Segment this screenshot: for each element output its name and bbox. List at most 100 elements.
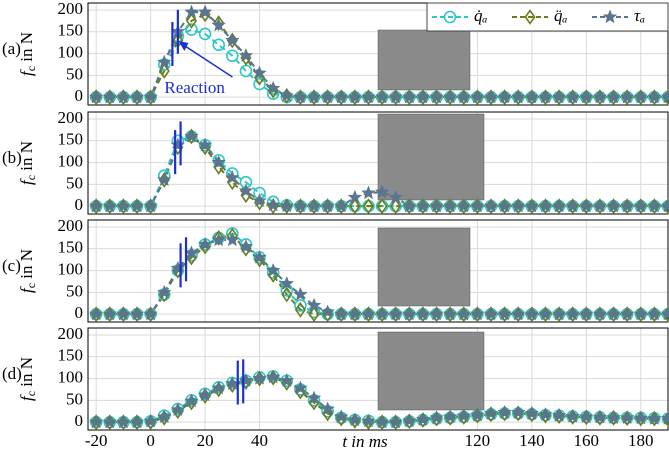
data-point [279, 372, 295, 387]
data-point [184, 393, 199, 408]
data-point [456, 408, 472, 423]
panel-label: (a) [2, 39, 21, 58]
plot-area [88, 128, 669, 215]
y-tick-label: 100 [58, 42, 84, 61]
axes-frame [87, 219, 669, 323]
y-tick-label: 50 [66, 64, 83, 83]
x-axis-label: t in ms [342, 432, 388, 451]
data-point [333, 306, 349, 321]
data-point [442, 409, 458, 424]
data-point [156, 54, 172, 69]
data-point [239, 64, 253, 78]
data-point [88, 306, 104, 321]
photo-c [377, 227, 471, 307]
data-point [265, 369, 281, 384]
y-label-symbol: f [17, 178, 36, 185]
photo-b [377, 113, 485, 201]
data-point [470, 306, 485, 321]
data-point [293, 380, 308, 395]
x-tick-label: 120 [465, 431, 491, 450]
data-point [143, 89, 158, 104]
data-point [483, 405, 499, 420]
data-point [415, 89, 431, 104]
data-point [660, 198, 669, 213]
annotation: Reaction [164, 78, 225, 97]
axes-frame [87, 327, 669, 431]
data-point [443, 10, 457, 24]
data-point [374, 414, 390, 429]
x-tick-label: 180 [628, 431, 654, 450]
data-point [333, 198, 349, 213]
data-point [116, 414, 131, 429]
data-point [320, 401, 335, 416]
data-point [429, 198, 444, 213]
data-point [388, 306, 404, 321]
panel-label: (b) [2, 148, 22, 167]
y-tick-label: 200 [58, 216, 84, 235]
data-point [185, 12, 198, 29]
data-point [470, 198, 485, 213]
data-point [320, 198, 335, 213]
data-point [158, 63, 170, 79]
data-point [252, 249, 267, 264]
data-point [143, 306, 158, 321]
data-point [306, 297, 322, 312]
photo-a [377, 29, 471, 91]
data-point [483, 198, 499, 213]
axes-frame [87, 111, 669, 215]
data-point [660, 411, 669, 425]
legend-label: q̈ₐ [554, 6, 568, 25]
data-point [565, 408, 581, 423]
data-point [388, 414, 404, 429]
data-point [129, 414, 145, 429]
y-tick-label: 50 [66, 173, 83, 192]
data-point [143, 413, 158, 428]
data-point [238, 183, 254, 198]
data-point [116, 89, 131, 104]
data-point [592, 306, 608, 321]
data-point [129, 198, 145, 213]
data-point [265, 197, 281, 212]
data-point [483, 89, 499, 104]
data-point [579, 89, 594, 104]
data-point [198, 27, 212, 41]
data-point [456, 89, 472, 104]
data-point [184, 128, 199, 143]
data-point [606, 410, 621, 425]
data-point [293, 286, 308, 301]
data-point [510, 89, 526, 104]
data-point [606, 306, 621, 321]
y-tick-label: 150 [58, 130, 84, 149]
data-point [606, 198, 621, 213]
data-point [361, 185, 376, 200]
data-point [442, 89, 458, 104]
data-point [415, 411, 431, 426]
data-point [102, 306, 118, 321]
data-point [293, 198, 308, 213]
data-point [225, 32, 240, 47]
data-point [647, 306, 662, 321]
data-point [579, 306, 594, 321]
data-point [279, 275, 295, 290]
data-point [333, 89, 349, 104]
y-label-sub: c [24, 66, 38, 71]
data-point [347, 189, 363, 204]
data-point [88, 414, 104, 429]
legend: q̇ₐ q̈ₐ τₐ [426, 2, 669, 32]
data-point [279, 88, 295, 103]
data-point [265, 80, 281, 95]
data-point [226, 49, 239, 63]
data-point [320, 304, 335, 319]
data-point [633, 410, 649, 425]
photo-d [377, 331, 485, 411]
y-tick-label: 150 [58, 21, 84, 40]
data-point [633, 306, 649, 321]
data-point [156, 172, 172, 187]
data-point [606, 89, 621, 104]
data-point [88, 198, 104, 213]
series-line [96, 135, 668, 208]
y-label-sub: c [24, 283, 38, 288]
y-label-symbol: f [17, 69, 36, 76]
data-point [238, 238, 254, 253]
y-tick-label: 50 [66, 389, 83, 408]
